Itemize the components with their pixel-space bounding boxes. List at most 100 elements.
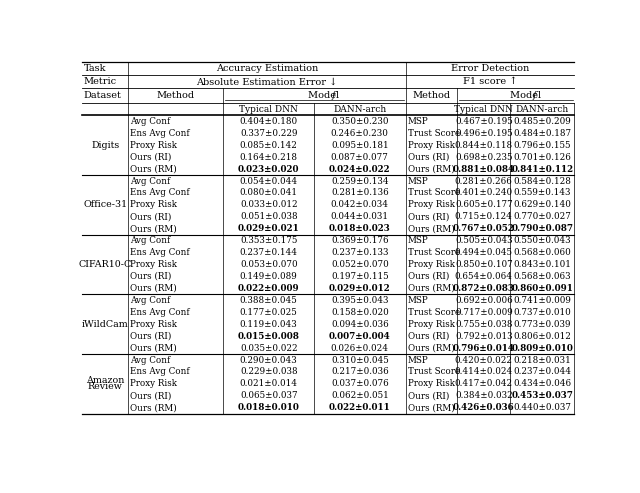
Text: 0.844±0.118: 0.844±0.118 — [454, 141, 513, 150]
Text: Model: Model — [509, 91, 544, 100]
Text: 0.021±0.014: 0.021±0.014 — [240, 380, 298, 388]
Text: iWildCam: iWildCam — [82, 320, 129, 329]
Text: Task: Task — [84, 64, 106, 73]
Text: 0.119±0.043: 0.119±0.043 — [240, 320, 298, 329]
Text: 0.369±0.176: 0.369±0.176 — [331, 236, 388, 245]
Text: 0.872±0.083: 0.872±0.083 — [453, 284, 515, 293]
Text: 0.290±0.043: 0.290±0.043 — [240, 355, 298, 364]
Text: 0.654±0.064: 0.654±0.064 — [455, 272, 513, 281]
Text: 0.218±0.031: 0.218±0.031 — [513, 355, 571, 364]
Text: 0.584±0.128: 0.584±0.128 — [513, 176, 572, 185]
Text: Trust Score: Trust Score — [408, 129, 460, 138]
Text: 0.860±0.091: 0.860±0.091 — [511, 284, 573, 293]
Text: 0.605±0.177: 0.605±0.177 — [455, 200, 513, 210]
Text: 0.505±0.043: 0.505±0.043 — [455, 236, 513, 245]
Text: 0.467±0.195: 0.467±0.195 — [455, 117, 513, 126]
Text: 0.629±0.140: 0.629±0.140 — [513, 200, 572, 210]
Text: 0.770±0.027: 0.770±0.027 — [513, 212, 572, 221]
Text: f: f — [332, 91, 335, 100]
Text: 0.692±0.006: 0.692±0.006 — [455, 296, 513, 305]
Text: 0.414±0.024: 0.414±0.024 — [454, 367, 513, 377]
Text: Typical DNN: Typical DNN — [239, 105, 298, 114]
Text: 0.737±0.010: 0.737±0.010 — [513, 308, 571, 317]
Text: Amazon: Amazon — [86, 376, 124, 386]
Text: 0.568±0.063: 0.568±0.063 — [513, 272, 571, 281]
Text: MSP: MSP — [408, 355, 428, 364]
Text: Ens Avg Conf: Ens Avg Conf — [131, 367, 190, 377]
Text: Trust Score: Trust Score — [408, 308, 460, 317]
Text: 0.717±0.009: 0.717±0.009 — [455, 308, 513, 317]
Text: 0.790±0.087: 0.790±0.087 — [511, 224, 573, 233]
Text: 0.164±0.218: 0.164±0.218 — [240, 153, 298, 162]
Text: Avg Conf: Avg Conf — [131, 355, 171, 364]
Text: 0.337±0.229: 0.337±0.229 — [240, 129, 298, 138]
Text: 0.237±0.133: 0.237±0.133 — [331, 248, 388, 257]
Text: Proxy Risk: Proxy Risk — [131, 380, 177, 388]
Text: Absolute Estimation Error ↓: Absolute Estimation Error ↓ — [196, 77, 337, 86]
Text: 0.350±0.230: 0.350±0.230 — [331, 117, 388, 126]
Text: 0.054±0.044: 0.054±0.044 — [239, 176, 298, 185]
Text: 0.035±0.022: 0.035±0.022 — [240, 344, 298, 352]
Text: 0.426±0.036: 0.426±0.036 — [453, 403, 515, 412]
Text: 0.052±0.070: 0.052±0.070 — [331, 260, 388, 269]
Text: 0.792±0.013: 0.792±0.013 — [455, 332, 513, 341]
Text: Method: Method — [157, 91, 195, 100]
Text: Proxy Risk: Proxy Risk — [131, 320, 177, 329]
Text: 0.809±0.010: 0.809±0.010 — [511, 344, 573, 352]
Text: F1 score ↑: F1 score ↑ — [463, 77, 517, 86]
Text: 0.051±0.038: 0.051±0.038 — [240, 212, 298, 221]
Text: Ours (RI): Ours (RI) — [408, 332, 449, 341]
Text: 0.353±0.175: 0.353±0.175 — [240, 236, 298, 245]
Text: 0.420±0.022: 0.420±0.022 — [455, 355, 513, 364]
Text: Metric: Metric — [84, 77, 117, 86]
Text: DANN-arch: DANN-arch — [516, 105, 569, 114]
Text: Review: Review — [88, 383, 123, 391]
Text: Proxy Risk: Proxy Risk — [131, 260, 177, 269]
Text: Digits: Digits — [91, 141, 119, 150]
Text: 0.384±0.032: 0.384±0.032 — [455, 391, 513, 400]
Text: Ours (RI): Ours (RI) — [131, 212, 172, 221]
Text: Proxy Risk: Proxy Risk — [408, 380, 455, 388]
Text: Proxy Risk: Proxy Risk — [131, 200, 177, 210]
Text: 0.701±0.126: 0.701±0.126 — [513, 153, 572, 162]
Text: 0.022±0.011: 0.022±0.011 — [329, 403, 390, 412]
Text: Avg Conf: Avg Conf — [131, 176, 171, 185]
Text: 0.062±0.051: 0.062±0.051 — [331, 391, 388, 400]
Text: 0.007±0.004: 0.007±0.004 — [329, 332, 390, 341]
Text: 0.755±0.038: 0.755±0.038 — [455, 320, 513, 329]
Text: 0.281±0.266: 0.281±0.266 — [455, 176, 513, 185]
Text: Ours (RM): Ours (RM) — [408, 284, 454, 293]
Text: 0.440±0.037: 0.440±0.037 — [513, 403, 572, 412]
Text: 0.715±0.124: 0.715±0.124 — [455, 212, 513, 221]
Text: 0.037±0.076: 0.037±0.076 — [331, 380, 388, 388]
Text: Ours (RI): Ours (RI) — [408, 153, 449, 162]
Text: 0.246±0.230: 0.246±0.230 — [331, 129, 388, 138]
Text: Model: Model — [308, 91, 342, 100]
Text: Ens Avg Conf: Ens Avg Conf — [131, 188, 190, 198]
Text: 0.841±0.112: 0.841±0.112 — [511, 165, 573, 174]
Text: Ours (RM): Ours (RM) — [408, 403, 454, 412]
Text: Ours (RI): Ours (RI) — [408, 391, 449, 400]
Text: Method: Method — [412, 91, 451, 100]
Text: Typical DNN: Typical DNN — [454, 105, 513, 114]
Text: 0.018±0.010: 0.018±0.010 — [238, 403, 300, 412]
Text: MSP: MSP — [408, 176, 428, 185]
Text: DANN-arch: DANN-arch — [333, 105, 387, 114]
Text: 0.401±0.240: 0.401±0.240 — [454, 188, 513, 198]
Text: 0.237±0.144: 0.237±0.144 — [240, 248, 298, 257]
Text: Ours (RM): Ours (RM) — [131, 224, 177, 233]
Text: 0.404±0.180: 0.404±0.180 — [239, 117, 298, 126]
Text: 0.881±0.084: 0.881±0.084 — [452, 165, 515, 174]
Text: Ours (RI): Ours (RI) — [131, 391, 172, 400]
Text: 0.044±0.031: 0.044±0.031 — [331, 212, 388, 221]
Text: MSP: MSP — [408, 117, 428, 126]
Text: Ours (RI): Ours (RI) — [131, 332, 172, 341]
Text: Ours (RI): Ours (RI) — [408, 212, 449, 221]
Text: 0.018±0.023: 0.018±0.023 — [329, 224, 390, 233]
Text: 0.484±0.187: 0.484±0.187 — [513, 129, 572, 138]
Text: Avg Conf: Avg Conf — [131, 117, 171, 126]
Text: 0.434±0.046: 0.434±0.046 — [513, 380, 572, 388]
Text: 0.259±0.134: 0.259±0.134 — [331, 176, 388, 185]
Text: 0.453±0.037: 0.453±0.037 — [511, 391, 573, 400]
Text: Accuracy Estimation: Accuracy Estimation — [216, 64, 318, 73]
